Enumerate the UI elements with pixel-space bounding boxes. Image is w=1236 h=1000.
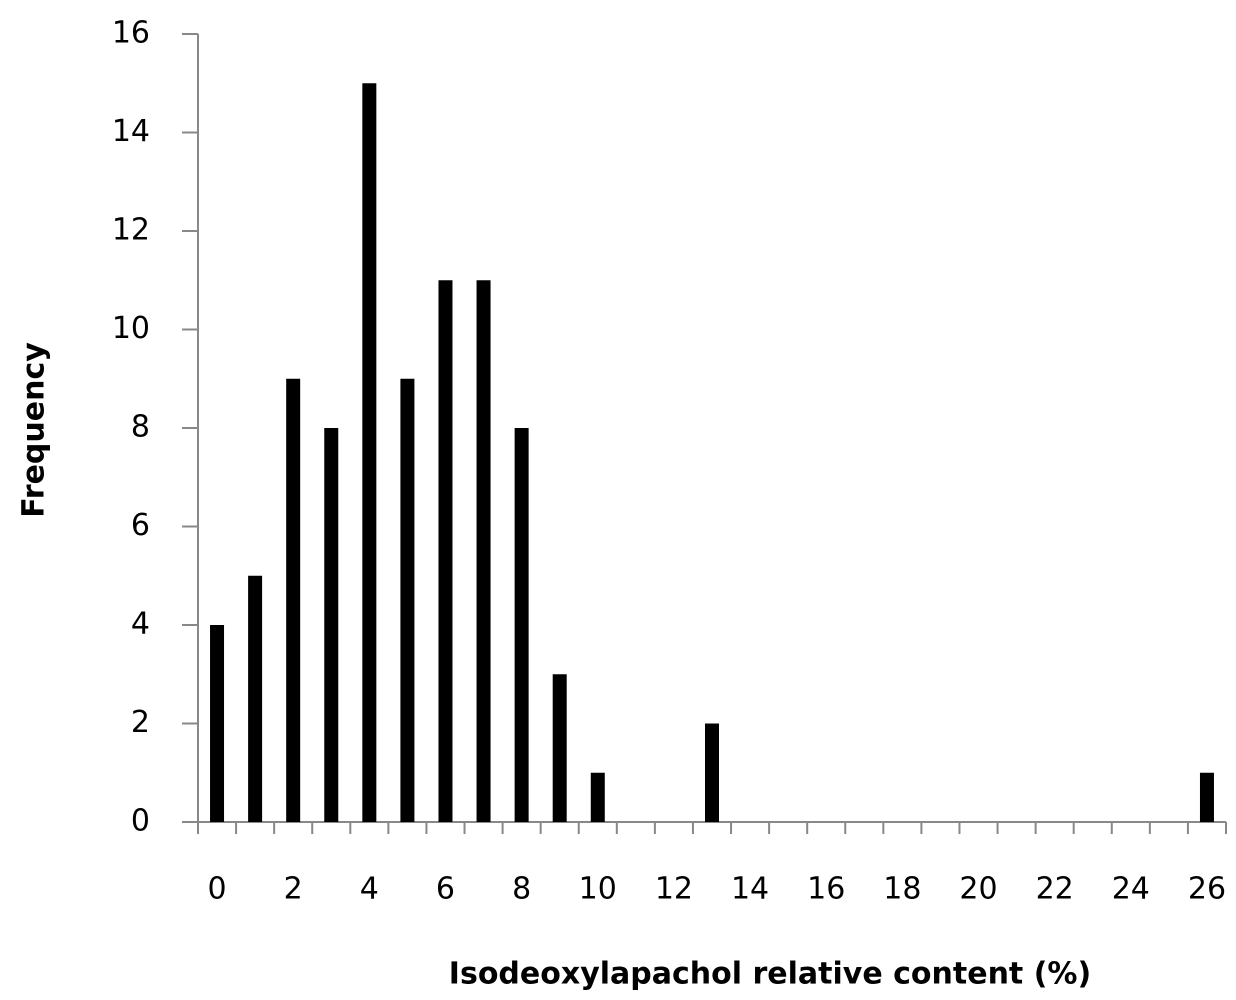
bar — [1199, 772, 1214, 822]
y-tick-label: 2 — [131, 705, 150, 740]
x-tick-label: 2 — [284, 872, 303, 907]
x-tick-label: 26 — [1188, 872, 1226, 907]
y-tick-label: 0 — [131, 804, 150, 839]
x-tick-label: 0 — [207, 872, 226, 907]
bar — [476, 280, 491, 822]
bar — [438, 280, 453, 822]
bar — [210, 625, 225, 822]
x-tick-label: 6 — [436, 872, 455, 907]
y-tick-label: 14 — [112, 114, 150, 149]
x-tick-label: 18 — [883, 872, 921, 907]
x-axis-title: Isodeoxylapachol relative content (%) — [449, 957, 1091, 992]
y-tick-label: 16 — [112, 16, 150, 51]
x-tick-label: 4 — [360, 872, 379, 907]
x-tick-label: 14 — [731, 872, 769, 907]
x-tick-label: 16 — [807, 872, 845, 907]
x-tick-label: 8 — [512, 872, 531, 907]
x-tick-label: 20 — [959, 872, 997, 907]
bar — [324, 428, 339, 822]
x-tick-label: 10 — [579, 872, 617, 907]
x-tick-label: 22 — [1036, 872, 1074, 907]
y-tick-label: 6 — [131, 508, 150, 543]
y-axis-title: Frequency — [17, 342, 52, 518]
bar — [705, 723, 719, 822]
y-tick-label: 10 — [112, 311, 150, 346]
x-tick-label: 12 — [655, 872, 693, 907]
bar — [248, 575, 263, 822]
y-tick-label: 8 — [131, 410, 150, 445]
bar — [590, 772, 605, 822]
bar — [362, 83, 377, 822]
bar — [552, 674, 567, 822]
y-tick-label: 4 — [131, 607, 150, 642]
bar — [286, 378, 301, 822]
bar — [400, 378, 415, 822]
x-tick-label: 24 — [1112, 872, 1150, 907]
y-tick-label: 12 — [112, 213, 150, 248]
bar — [514, 428, 529, 822]
